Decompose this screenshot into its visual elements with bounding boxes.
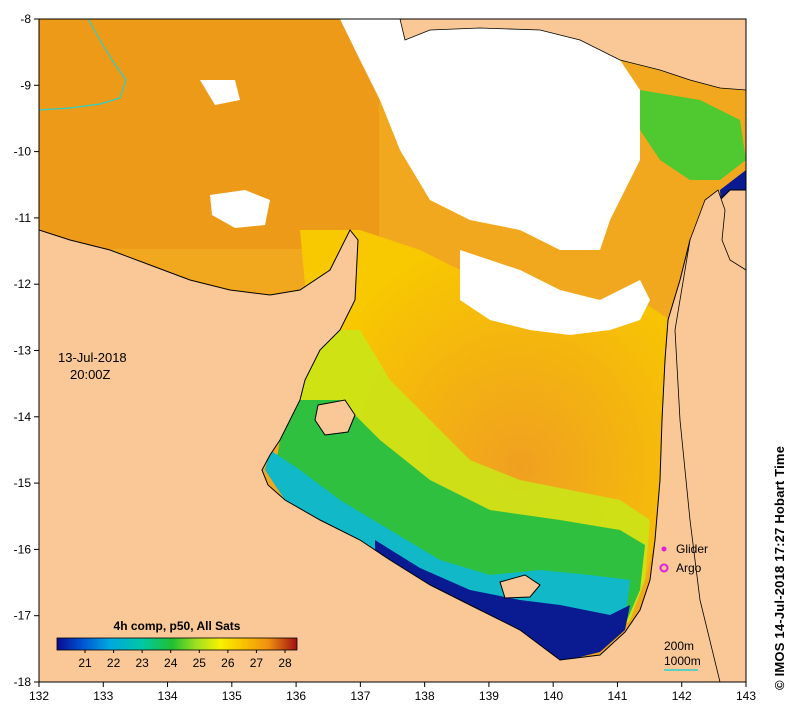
colorbar-tick-label: 23: [135, 656, 149, 670]
colorbar-tick-label: 27: [250, 656, 264, 670]
colorbar: 4h comp, p50, All Sats 21 22 23 24 25 26 27 28: [56, 619, 298, 670]
argo-label: Argo: [676, 561, 702, 575]
lon-tick-label: 137: [350, 689, 370, 703]
lat-tick-label: -10: [14, 145, 32, 159]
sst-cold-band: [375, 540, 630, 662]
lon-tick-label: 138: [415, 689, 435, 703]
isobath-200-label: 200m: [664, 639, 694, 653]
lon-tick-label: 142: [672, 689, 692, 703]
land-groote-eylandt: [314, 399, 356, 436]
land-cape-york: [674, 189, 746, 682]
lon-tick-label: 134: [158, 689, 178, 703]
land-wellesley-islands: [499, 574, 541, 599]
lon-tick-label: 133: [93, 689, 113, 703]
glider-label: Glider: [676, 542, 708, 556]
lon-tick-label: 135: [222, 689, 242, 703]
cloud-nw-patch: [200, 80, 240, 105]
lon-tick-label: 141: [607, 689, 627, 703]
lon-axis: 132 133 134 135 136 137 138 139 140 141 142 143: [29, 682, 756, 703]
colorbar-tick-label: 28: [278, 656, 292, 670]
colorbar-gradient: [56, 637, 298, 651]
lon-tick-label: 132: [29, 689, 49, 703]
lon-tick-label: 136: [286, 689, 306, 703]
map-panel: [39, 19, 746, 682]
cloud-west-patch: [210, 190, 270, 228]
argo-marker-icon: [659, 563, 669, 573]
imos-credit: © IMOS 14-Jul-2018 17:27 Hobart Time: [772, 445, 787, 690]
isobath-legend: 200m 1000m: [664, 639, 701, 671]
date-label: 13-Jul-2018: [58, 350, 127, 365]
lat-tick-label: -17: [14, 609, 32, 623]
land-png-coast: [399, 19, 746, 91]
lon-tick-label: 143: [736, 689, 756, 703]
lat-tick-label: -12: [14, 277, 32, 291]
lat-tick-label: -13: [14, 344, 32, 358]
lon-tick-label: 139: [479, 689, 499, 703]
lat-tick-label: -11: [15, 211, 32, 225]
lat-tick-label: -15: [14, 476, 32, 490]
warm-north-band: [39, 19, 379, 249]
time-label: 20:00Z: [70, 367, 111, 382]
colorbar-tick-label: 26: [221, 656, 235, 670]
cloud-north: [340, 19, 640, 250]
lat-tick-label: -9: [20, 78, 31, 92]
lat-tick-label: -14: [14, 410, 32, 424]
isobath-1000-label: 1000m: [664, 654, 701, 668]
glider-marker-icon: [661, 546, 667, 552]
colorbar-tick-label: 22: [107, 656, 121, 670]
lat-tick-label: -18: [14, 675, 32, 689]
colorbar-title: 4h comp, p50, All Sats: [114, 619, 241, 633]
isobath-200m: [39, 19, 127, 111]
cloud-east: [460, 250, 650, 335]
colorbar-tick-label: 25: [193, 656, 207, 670]
colorbar-tick-label: 21: [78, 656, 92, 670]
lon-tick-label: 140: [543, 689, 563, 703]
lat-tick-label: -8: [20, 12, 31, 26]
lat-axis: -8 -9 -10 -11 -12 -13 -14 -15 -16 -17 -18: [14, 12, 39, 689]
sst-cape-york-patch: [640, 90, 746, 180]
platform-legend: Glider Argo: [659, 542, 708, 575]
land-arnhem: [39, 189, 746, 682]
colorbar-tick-label: 24: [164, 656, 178, 670]
lat-tick-label: -16: [14, 542, 32, 556]
